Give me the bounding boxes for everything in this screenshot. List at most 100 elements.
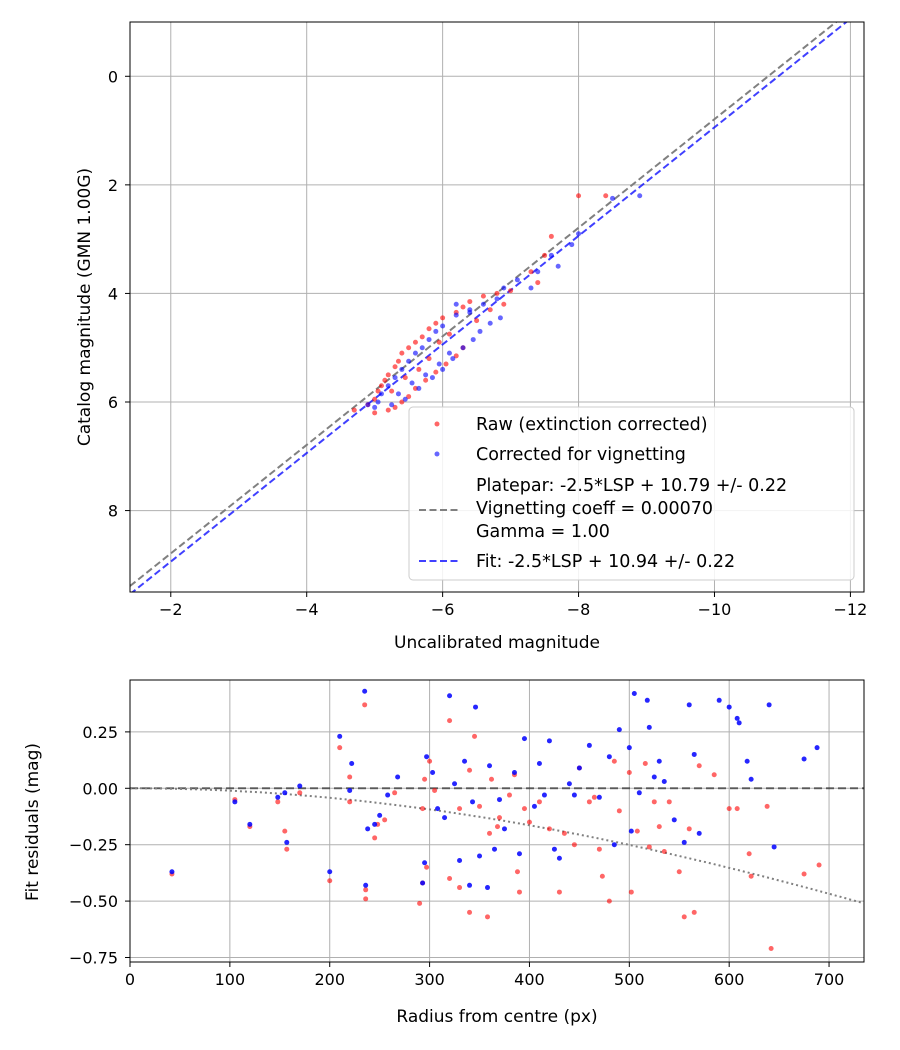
raw-residual-point bbox=[362, 702, 368, 708]
raw-residual-point bbox=[422, 776, 428, 782]
raw-residual-point bbox=[764, 803, 770, 809]
corrected-point bbox=[423, 372, 429, 378]
raw-point bbox=[395, 358, 401, 364]
raw-point bbox=[576, 193, 582, 199]
corrected-residual-point bbox=[435, 806, 441, 812]
bottom-y-axis-label: Fit residuals (mag) bbox=[23, 743, 43, 901]
corrected-point bbox=[450, 356, 456, 362]
fit-line bbox=[131, 22, 848, 592]
raw-residual-point bbox=[606, 898, 612, 904]
raw-point bbox=[412, 339, 418, 345]
top-scatter-points bbox=[351, 193, 643, 416]
raw-residual-point bbox=[666, 799, 672, 805]
raw-residual-point bbox=[282, 828, 288, 834]
raw-point bbox=[399, 350, 405, 356]
corrected-residual-point bbox=[748, 776, 754, 782]
raw-residual-point bbox=[417, 900, 423, 906]
raw-point bbox=[392, 364, 398, 370]
raw-residual-point bbox=[646, 844, 652, 850]
raw-residual-point bbox=[472, 733, 478, 739]
corrected-residual-point bbox=[536, 760, 542, 766]
raw-residual-point bbox=[599, 873, 605, 879]
corrected-residual-point bbox=[282, 790, 288, 796]
corrected-residual-point bbox=[420, 880, 426, 886]
top-y-tick-label: 4 bbox=[108, 284, 118, 303]
corrected-point bbox=[528, 285, 534, 291]
corrected-residual-point bbox=[576, 765, 582, 771]
raw-residual-point bbox=[628, 889, 634, 895]
legend-raw-label: Raw (extinction corrected) bbox=[476, 415, 708, 435]
raw-residual-point bbox=[801, 871, 807, 877]
raw-residual-point bbox=[489, 776, 495, 782]
corrected-residual-point bbox=[734, 715, 740, 721]
raw-point bbox=[375, 388, 381, 394]
raw-residual-point bbox=[392, 790, 398, 796]
top-x-tick-label: −2 bbox=[159, 600, 183, 619]
raw-residual-point bbox=[496, 815, 502, 821]
corrected-point bbox=[433, 328, 439, 334]
corrected-point bbox=[467, 309, 473, 315]
raw-residual-point bbox=[651, 799, 657, 805]
raw-residual-point bbox=[477, 803, 483, 809]
corrected-residual-point bbox=[644, 697, 650, 703]
raw-residual-point bbox=[457, 885, 463, 891]
raw-point bbox=[378, 383, 384, 389]
corrected-residual-point bbox=[297, 783, 303, 789]
raw-residual-point bbox=[686, 826, 692, 832]
corrected-point bbox=[378, 391, 384, 397]
bottom-y-tick-label: 0.25 bbox=[82, 723, 118, 742]
bottom-y-tick-label: −0.50 bbox=[69, 892, 118, 911]
raw-point bbox=[389, 388, 395, 394]
raw-point bbox=[453, 353, 459, 359]
corrected-point bbox=[487, 320, 493, 326]
raw-residual-point bbox=[485, 914, 491, 920]
corrected-residual-point bbox=[626, 745, 632, 751]
corrected-point bbox=[497, 315, 503, 321]
corrected-residual-point bbox=[430, 769, 436, 775]
legend-fit-label: Fit: -2.5*LSP + 10.94 +/- 0.22 bbox=[476, 552, 735, 572]
raw-point bbox=[548, 233, 554, 239]
corrected-point bbox=[412, 350, 418, 356]
corrected-residual-point bbox=[586, 742, 592, 748]
corrected-residual-point bbox=[395, 774, 401, 780]
corrected-residual-point bbox=[636, 790, 642, 796]
raw-residual-point bbox=[711, 772, 717, 778]
corrected-residual-point bbox=[467, 882, 473, 888]
raw-point bbox=[528, 269, 534, 275]
corrected-residual-point bbox=[716, 697, 722, 703]
top-y-tick-label: 6 bbox=[108, 393, 118, 412]
corrected-residual-point bbox=[327, 869, 333, 875]
raw-point bbox=[419, 334, 425, 340]
raw-residual-point bbox=[516, 889, 522, 895]
corrected-residual-point bbox=[337, 733, 343, 739]
raw-residual-point bbox=[726, 806, 732, 812]
raw-point bbox=[460, 304, 466, 310]
raw-point bbox=[467, 299, 473, 305]
corrected-point bbox=[426, 337, 432, 343]
corrected-residual-point bbox=[422, 860, 428, 866]
corrected-residual-point bbox=[372, 821, 378, 827]
corrected-residual-point bbox=[462, 758, 468, 764]
corrected-residual-point bbox=[651, 774, 657, 780]
raw-point bbox=[508, 288, 514, 294]
raw-residual-point bbox=[347, 799, 353, 805]
corrected-residual-point bbox=[646, 724, 652, 730]
corrected-residual-point bbox=[801, 756, 807, 762]
legend-platepar-label-line3: Gamma = 1.00 bbox=[476, 522, 610, 542]
raw-residual-point bbox=[275, 799, 281, 805]
raw-residual-point bbox=[284, 846, 290, 852]
top-x-tick-label: −4 bbox=[295, 600, 319, 619]
raw-point bbox=[487, 307, 493, 313]
corrected-residual-point bbox=[546, 738, 552, 744]
bottom-x-tick-label: 600 bbox=[714, 970, 745, 989]
corrected-point bbox=[402, 396, 408, 402]
raw-residual-point bbox=[372, 835, 378, 841]
raw-residual-point bbox=[363, 887, 369, 893]
top-x-axis-label: Uncalibrated magnitude bbox=[394, 633, 600, 653]
corrected-residual-point bbox=[726, 704, 732, 710]
corrected-residual-point bbox=[457, 857, 463, 863]
raw-residual-point bbox=[626, 769, 632, 775]
raw-point bbox=[402, 375, 408, 381]
corrected-residual-point bbox=[485, 885, 491, 891]
raw-residual-point bbox=[556, 889, 562, 895]
